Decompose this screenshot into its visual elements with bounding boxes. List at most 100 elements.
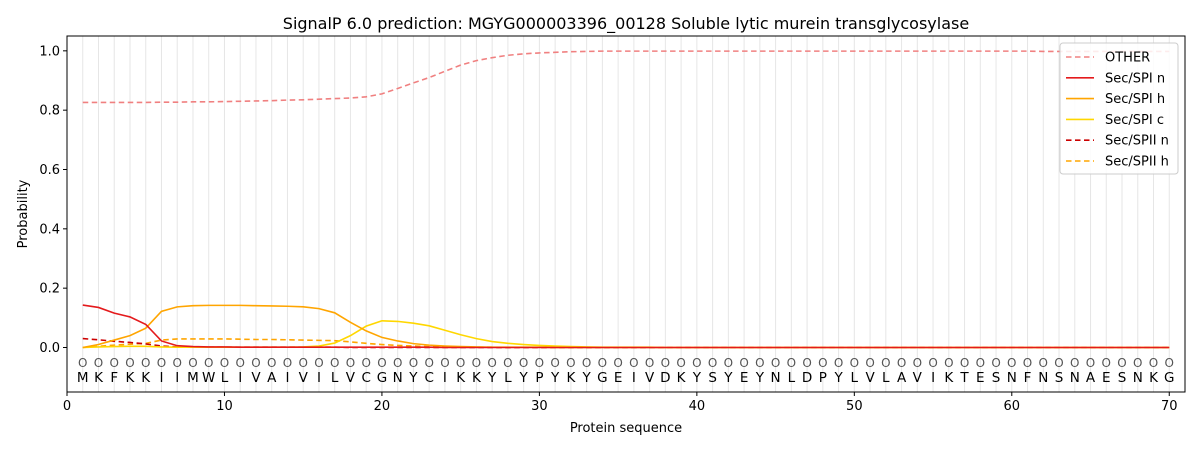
state-label: O bbox=[314, 356, 323, 370]
state-label: O bbox=[598, 356, 607, 370]
x-tick-label: 0 bbox=[63, 399, 71, 414]
residue-label: F bbox=[110, 370, 118, 386]
state-label: O bbox=[346, 356, 355, 370]
state-label: O bbox=[188, 356, 197, 370]
residue-label: A bbox=[267, 370, 277, 386]
state-label: O bbox=[1133, 356, 1142, 370]
state-label: O bbox=[834, 356, 843, 370]
residue-label: F bbox=[1024, 370, 1032, 386]
state-label: O bbox=[330, 356, 339, 370]
residue-label: I bbox=[443, 370, 447, 386]
residue-label: Y bbox=[550, 370, 560, 386]
series-line-sec-spi-c bbox=[82, 319, 1170, 349]
residue-label: N bbox=[1038, 370, 1048, 386]
legend-label: Sec/SPII n bbox=[1105, 134, 1169, 149]
state-label: O bbox=[519, 356, 528, 370]
series-line-other bbox=[82, 50, 1170, 104]
state-label: O bbox=[865, 356, 874, 370]
residue-label: V bbox=[346, 370, 356, 386]
state-label: O bbox=[976, 356, 985, 370]
state-label: O bbox=[1039, 356, 1048, 370]
state-label: O bbox=[220, 356, 229, 370]
state-label: O bbox=[661, 356, 670, 370]
state-label: O bbox=[629, 356, 638, 370]
residue-label: E bbox=[740, 370, 749, 386]
legend-label: Sec/SPI h bbox=[1105, 92, 1165, 107]
residue-label: N bbox=[1007, 370, 1017, 386]
residue-label: K bbox=[1149, 370, 1159, 386]
state-label: O bbox=[944, 356, 953, 370]
residue-label: Y bbox=[833, 370, 843, 386]
residue-label: V bbox=[645, 370, 655, 386]
state-label: O bbox=[692, 356, 701, 370]
residue-label: S bbox=[1118, 370, 1127, 386]
residue-label: D bbox=[802, 370, 812, 386]
state-label: O bbox=[739, 356, 748, 370]
x-axis: 0 10 20 30 40 50 60 70 bbox=[63, 392, 1178, 414]
residue-label: A bbox=[1086, 370, 1096, 386]
state-label: O bbox=[582, 356, 591, 370]
state-label: O bbox=[110, 356, 119, 370]
state-label: O bbox=[424, 356, 433, 370]
legend-box bbox=[1059, 42, 1179, 175]
residue-label: Y bbox=[692, 370, 702, 386]
state-label: O bbox=[172, 356, 181, 370]
state-label: O bbox=[566, 356, 575, 370]
residue-label: I bbox=[285, 370, 289, 386]
y-tick-label: 0.0 bbox=[39, 341, 60, 356]
state-label: O bbox=[1102, 356, 1111, 370]
series-line-sec-spii-h bbox=[82, 338, 1170, 349]
residue-label: P bbox=[535, 370, 543, 386]
legend-label: OTHER bbox=[1105, 51, 1150, 66]
x-tick-label: 30 bbox=[531, 399, 548, 414]
state-label: O bbox=[456, 356, 465, 370]
residue-label: N bbox=[1133, 370, 1143, 386]
state-label: O bbox=[850, 356, 859, 370]
state-label: O bbox=[1007, 356, 1016, 370]
residue-label: K bbox=[472, 370, 482, 386]
state-label: O bbox=[472, 356, 481, 370]
residue-label: S bbox=[708, 370, 717, 386]
series-line-sec-spi-h bbox=[82, 304, 1170, 349]
residue-label: G bbox=[1164, 370, 1174, 386]
y-tick-label: 0.6 bbox=[39, 163, 60, 178]
plot-frame bbox=[66, 35, 1186, 393]
state-label: O bbox=[818, 356, 827, 370]
chart-title: SignalP 6.0 prediction: MGYG000003396_00… bbox=[283, 14, 969, 34]
state-label: O bbox=[928, 356, 937, 370]
residue-label: K bbox=[944, 370, 954, 386]
legend-label: Sec/SPI n bbox=[1105, 71, 1165, 86]
residue-label: Y bbox=[582, 370, 592, 386]
residue-label: Y bbox=[487, 370, 497, 386]
residue-label: I bbox=[238, 370, 242, 386]
state-label: O bbox=[125, 356, 134, 370]
residue-label: I bbox=[931, 370, 935, 386]
residue-label: S bbox=[992, 370, 1001, 386]
state-label: O bbox=[881, 356, 890, 370]
residue-label: K bbox=[141, 370, 151, 386]
residue-label: P bbox=[819, 370, 827, 386]
residue-label: T bbox=[959, 370, 969, 386]
residue-label: K bbox=[677, 370, 687, 386]
state-label: O bbox=[157, 356, 166, 370]
state-label: O bbox=[283, 356, 292, 370]
legend-label: Sec/SPI c bbox=[1105, 113, 1164, 128]
y-tick-label: 0.2 bbox=[39, 282, 60, 297]
residue-label: A bbox=[897, 370, 907, 386]
state-label: O bbox=[724, 356, 733, 370]
state-label: O bbox=[361, 356, 370, 370]
state-label: O bbox=[204, 356, 213, 370]
residue-label: C bbox=[424, 370, 433, 386]
residue-label: L bbox=[788, 370, 796, 386]
residue-label: V bbox=[865, 370, 875, 386]
state-label: O bbox=[235, 356, 244, 370]
y-tick-label: 0.8 bbox=[39, 104, 60, 119]
state-label: O bbox=[1023, 356, 1032, 370]
state-label: O bbox=[298, 356, 307, 370]
x-tick-label: 60 bbox=[1004, 399, 1021, 414]
residue-label: Y bbox=[723, 370, 733, 386]
sequence-letters: OMOKOFOKOKOIOIOMOWOLOIOVOAOIOVOIOLOVOCOG… bbox=[77, 356, 1175, 386]
legend-label: Sec/SPII h bbox=[1105, 155, 1169, 170]
residue-label: E bbox=[976, 370, 985, 386]
state-label: O bbox=[267, 356, 276, 370]
